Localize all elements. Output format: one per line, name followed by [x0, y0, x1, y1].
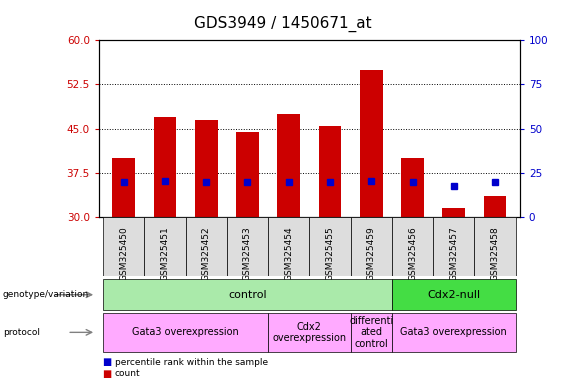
Bar: [392, 217, 433, 276]
Bar: [236, 132, 259, 217]
Text: GSM325455: GSM325455: [325, 226, 334, 281]
Text: protocol: protocol: [3, 328, 40, 337]
Text: GSM325452: GSM325452: [202, 226, 211, 281]
Bar: [103, 217, 144, 276]
Bar: [475, 217, 516, 276]
Bar: [351, 217, 392, 276]
Bar: [351, 313, 392, 352]
Bar: [154, 117, 176, 217]
Bar: [112, 158, 135, 217]
Text: differenti
ated
control: differenti ated control: [349, 316, 393, 349]
Text: percentile rank within the sample: percentile rank within the sample: [115, 358, 268, 367]
Text: control: control: [228, 290, 267, 300]
Text: GSM325457: GSM325457: [449, 226, 458, 281]
Bar: [392, 313, 516, 352]
Text: GSM325453: GSM325453: [243, 226, 252, 281]
Text: count: count: [115, 369, 140, 378]
Text: Cdx2-null: Cdx2-null: [427, 290, 480, 300]
Text: ■: ■: [102, 357, 111, 367]
Bar: [484, 196, 506, 217]
Bar: [277, 114, 300, 217]
Bar: [185, 217, 227, 276]
Text: GSM325458: GSM325458: [490, 226, 499, 281]
Bar: [360, 70, 383, 217]
Bar: [195, 120, 218, 217]
Bar: [144, 217, 185, 276]
Bar: [319, 126, 341, 217]
Bar: [103, 279, 392, 310]
Text: Gata3 overexpression: Gata3 overexpression: [132, 327, 239, 338]
Bar: [103, 313, 268, 352]
Text: Cdx2
overexpression: Cdx2 overexpression: [272, 321, 346, 343]
Bar: [227, 217, 268, 276]
Text: ■: ■: [102, 369, 111, 379]
Text: GSM325454: GSM325454: [284, 226, 293, 281]
Bar: [401, 158, 424, 217]
Text: genotype/variation: genotype/variation: [3, 290, 89, 299]
Bar: [392, 279, 516, 310]
Text: GSM325456: GSM325456: [408, 226, 417, 281]
Bar: [310, 217, 351, 276]
Text: GSM325450: GSM325450: [119, 226, 128, 281]
Bar: [442, 208, 465, 217]
Text: Gata3 overexpression: Gata3 overexpression: [401, 327, 507, 338]
Bar: [268, 217, 310, 276]
Text: GDS3949 / 1450671_at: GDS3949 / 1450671_at: [194, 15, 371, 31]
Text: GSM325459: GSM325459: [367, 226, 376, 281]
Text: GSM325451: GSM325451: [160, 226, 170, 281]
Bar: [433, 217, 475, 276]
Bar: [268, 313, 351, 352]
